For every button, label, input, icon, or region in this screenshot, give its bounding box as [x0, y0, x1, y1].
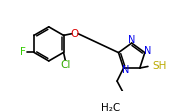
Text: O: O	[71, 29, 79, 39]
Text: Cl: Cl	[61, 60, 71, 70]
Text: N: N	[122, 65, 130, 75]
Text: SH: SH	[152, 61, 166, 71]
Text: N: N	[128, 35, 135, 45]
Text: F: F	[20, 47, 26, 57]
Text: H₂C: H₂C	[101, 103, 120, 112]
Text: N: N	[144, 46, 152, 56]
